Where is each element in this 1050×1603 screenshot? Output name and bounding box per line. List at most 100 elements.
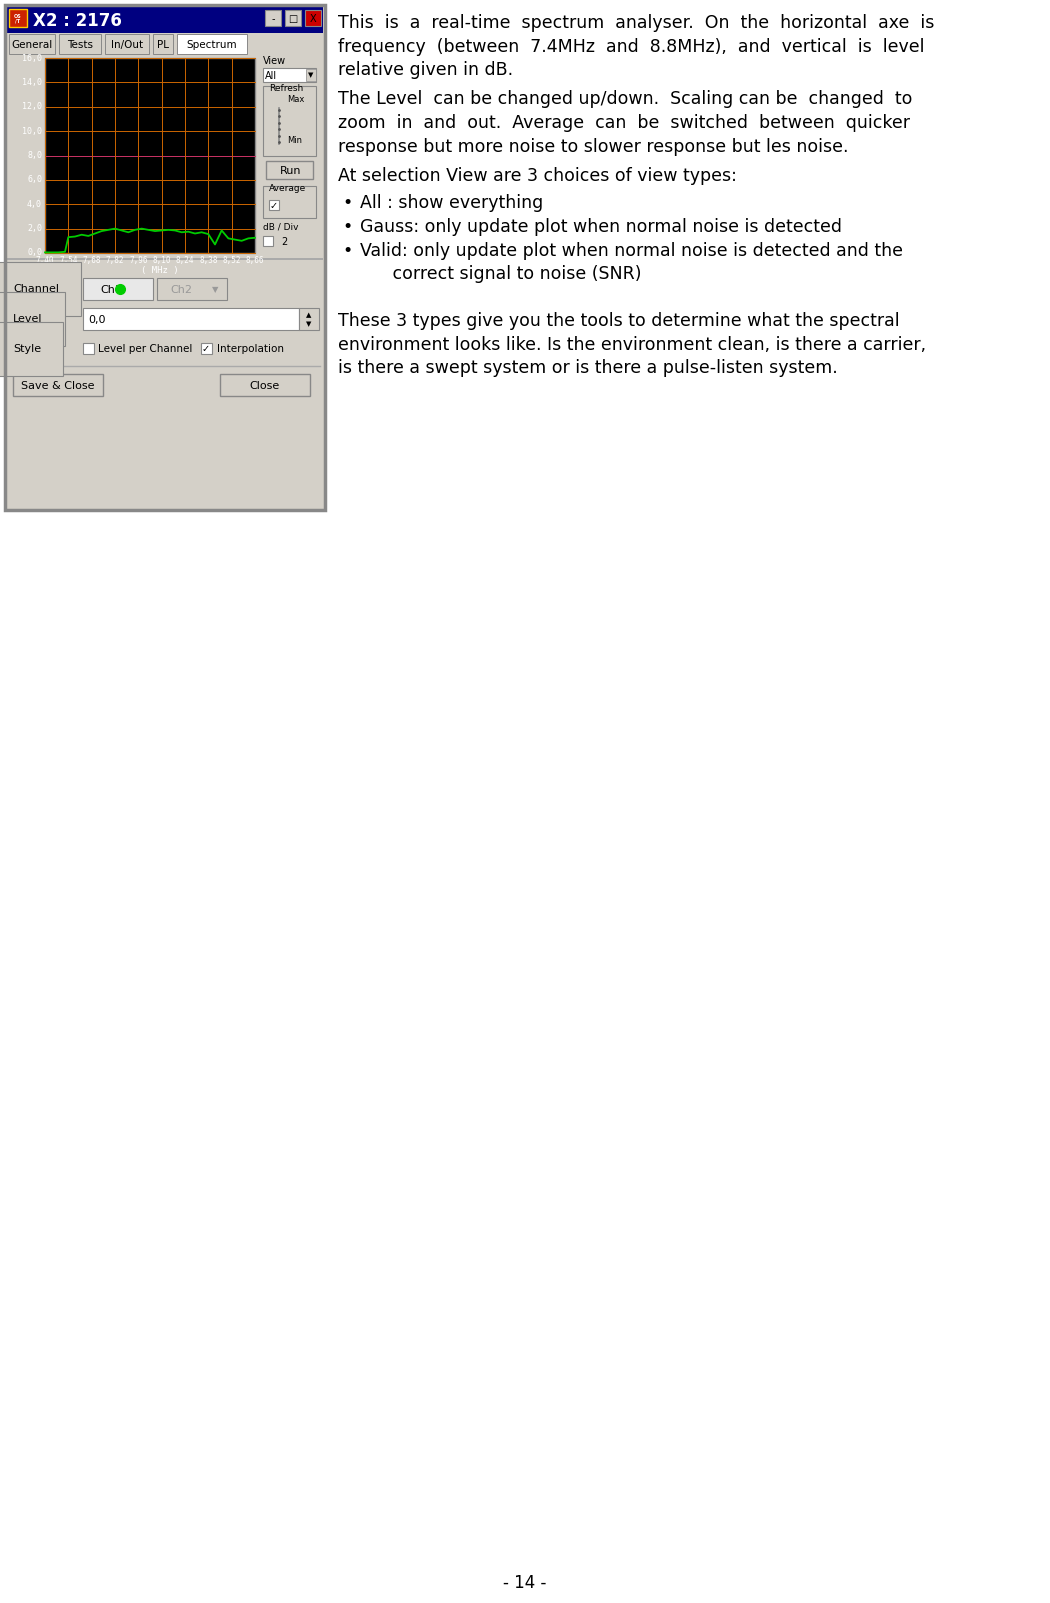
- Text: All : show everything: All : show everything: [360, 194, 543, 213]
- Text: 8,10: 8,10: [152, 256, 171, 266]
- Text: 4,0: 4,0: [27, 200, 42, 208]
- Bar: [299, 308, 319, 330]
- Text: Style: Style: [13, 345, 41, 354]
- Text: ▼: ▼: [212, 285, 218, 295]
- Text: - 14 -: - 14 -: [503, 1574, 547, 1592]
- Text: ▲: ▲: [307, 313, 312, 317]
- Text: 7,82: 7,82: [106, 256, 124, 266]
- Text: Gauss: only update plot when normal noise is detected: Gauss: only update plot when normal nois…: [360, 218, 842, 236]
- Bar: [262, 186, 316, 218]
- Text: 8,38: 8,38: [200, 256, 217, 266]
- Bar: [262, 236, 273, 245]
- Text: ( MHz ): ( MHz ): [141, 266, 179, 274]
- Text: X2 : 2176: X2 : 2176: [33, 11, 122, 30]
- Bar: [177, 34, 247, 55]
- Text: At selection View are 3 choices of view types:: At selection View are 3 choices of view …: [338, 167, 737, 184]
- Text: Run: Run: [279, 167, 301, 176]
- Bar: [13, 373, 103, 396]
- Text: ▼: ▼: [307, 321, 312, 327]
- Text: ( dB ): ( dB ): [13, 266, 45, 274]
- Text: Refresh: Refresh: [269, 83, 303, 93]
- Bar: [59, 34, 101, 55]
- Text: These 3 types give you the tools to determine what the spectral: These 3 types give you the tools to dete…: [338, 313, 900, 330]
- Text: 6,0: 6,0: [27, 175, 42, 184]
- Text: 8,0: 8,0: [27, 151, 42, 160]
- Text: response but more noise to slower response but les noise.: response but more noise to slower respon…: [338, 138, 848, 155]
- Text: All: All: [265, 71, 277, 82]
- Text: 8,66: 8,66: [246, 256, 265, 266]
- Bar: [158, 277, 227, 300]
- Text: frequency  (between  7.4MHz  and  8.8MHz),  and  vertical  is  level: frequency (between 7.4MHz and 8.8MHz), a…: [338, 37, 924, 56]
- Text: View: View: [262, 56, 286, 66]
- Bar: [5, 5, 326, 510]
- Text: Channel: Channel: [13, 284, 59, 293]
- Bar: [105, 34, 149, 55]
- Text: zoom  in  and  out.  Average  can  be  switched  between  quicker: zoom in and out. Average can be switched…: [338, 114, 910, 131]
- Bar: [7, 34, 323, 55]
- Text: Ch2: Ch2: [170, 285, 192, 295]
- Bar: [262, 67, 316, 82]
- Text: General: General: [12, 40, 53, 50]
- Text: 10,0: 10,0: [22, 127, 42, 136]
- Text: Close: Close: [250, 382, 280, 391]
- Bar: [9, 10, 27, 27]
- Text: 7,54: 7,54: [59, 256, 78, 266]
- Text: 2,0: 2,0: [27, 224, 42, 232]
- Text: 14,0: 14,0: [22, 79, 42, 87]
- Bar: [5, 5, 326, 510]
- Text: Tests: Tests: [67, 40, 93, 50]
- Bar: [262, 87, 316, 155]
- Text: Average: Average: [269, 184, 307, 192]
- Text: •: •: [342, 218, 352, 236]
- Bar: [45, 58, 255, 253]
- Text: OS
/T: OS /T: [15, 14, 22, 24]
- Bar: [201, 343, 212, 354]
- Text: ▼: ▼: [309, 72, 314, 79]
- Text: Min: Min: [287, 136, 302, 144]
- Text: PL: PL: [158, 40, 169, 50]
- Text: The Level  can be changed up/down.  Scaling can be  changed  to: The Level can be changed up/down. Scalin…: [338, 90, 912, 109]
- Text: Max: Max: [287, 95, 304, 104]
- Bar: [7, 6, 323, 34]
- Text: 12,0: 12,0: [22, 103, 42, 111]
- Text: Spectrum: Spectrum: [187, 40, 237, 50]
- Bar: [285, 10, 301, 26]
- Text: dB / Div: dB / Div: [262, 223, 298, 232]
- Text: 8,24: 8,24: [175, 256, 194, 266]
- Text: 7,96: 7,96: [129, 256, 148, 266]
- Text: 2: 2: [281, 237, 288, 247]
- Text: Interpolation: Interpolation: [217, 345, 284, 354]
- Bar: [9, 34, 55, 55]
- Text: In/Out: In/Out: [111, 40, 143, 50]
- Text: This  is  a  real-time  spectrum  analyser.  On  the  horizontal  axe  is: This is a real-time spectrum analyser. O…: [338, 14, 935, 32]
- Bar: [83, 277, 153, 300]
- Text: -: -: [271, 14, 275, 24]
- Bar: [220, 373, 310, 396]
- Bar: [266, 160, 313, 180]
- Bar: [265, 10, 281, 26]
- Text: correct signal to noise (SNR): correct signal to noise (SNR): [376, 264, 642, 284]
- Text: 7,40: 7,40: [36, 256, 55, 266]
- Bar: [153, 34, 173, 55]
- Text: 8,52: 8,52: [223, 256, 240, 266]
- Text: 7,68: 7,68: [82, 256, 101, 266]
- Text: Level: Level: [13, 314, 42, 324]
- Text: X: X: [310, 14, 316, 24]
- Text: 0,0: 0,0: [27, 248, 42, 258]
- Text: Valid: only update plot when normal noise is detected and the: Valid: only update plot when normal nois…: [360, 242, 903, 260]
- Bar: [306, 69, 316, 82]
- Text: 16,0: 16,0: [22, 53, 42, 63]
- Bar: [269, 200, 279, 210]
- Text: •: •: [342, 194, 352, 213]
- Text: □: □: [289, 14, 297, 24]
- Text: ✓: ✓: [270, 200, 278, 212]
- Text: Save & Close: Save & Close: [21, 382, 94, 391]
- Text: is there a swept system or is there a pulse-listen system.: is there a swept system or is there a pu…: [338, 359, 838, 377]
- Text: 0,0: 0,0: [88, 316, 105, 325]
- Text: environment looks like. Is the environment clean, is there a carrier,: environment looks like. Is the environme…: [338, 335, 926, 354]
- Text: relative given in dB.: relative given in dB.: [338, 61, 513, 79]
- Text: Level per Channel: Level per Channel: [98, 345, 192, 354]
- Bar: [7, 258, 323, 260]
- Bar: [83, 343, 94, 354]
- Bar: [83, 308, 299, 330]
